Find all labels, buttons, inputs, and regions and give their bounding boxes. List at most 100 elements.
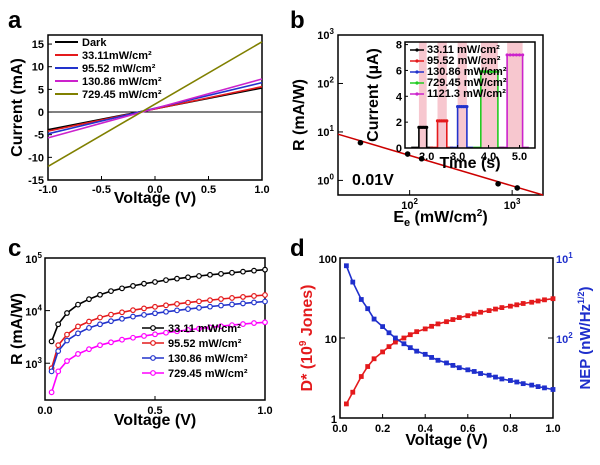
data-point — [514, 379, 520, 385]
data-point — [108, 318, 114, 325]
inset-y-axis-title: Current (µA) — [365, 48, 382, 142]
data-point — [48, 389, 55, 396]
data-point — [55, 368, 62, 375]
inset-y-tick-label: 6 — [396, 65, 402, 77]
light-on-band — [437, 42, 447, 148]
data-point — [386, 330, 392, 336]
inset-legend-label: 130.86 mW/cm² — [427, 66, 507, 78]
data-point — [174, 301, 180, 307]
data-point — [444, 319, 449, 325]
inset-x-tick-label: 3.0 — [450, 151, 465, 163]
data-point — [152, 303, 158, 310]
x-tick-label: 1.0 — [545, 423, 560, 435]
data-point — [450, 362, 456, 368]
y-tick-label: -5 — [34, 130, 44, 142]
inset-legend-marker — [415, 70, 419, 74]
fit-line — [337, 133, 544, 196]
inset-x-tick-label: 2.0 — [419, 151, 434, 163]
data-point — [435, 357, 441, 363]
data-point — [404, 151, 411, 157]
data-point — [251, 293, 257, 299]
data-point — [64, 358, 70, 364]
data-point — [350, 279, 356, 285]
inset-point — [521, 53, 525, 57]
data-point — [499, 305, 505, 310]
x-tick-label: 102 — [401, 197, 418, 212]
panel-label-a: a — [8, 7, 22, 34]
x-tick-label: 0.0 — [332, 423, 347, 435]
data-point — [240, 268, 246, 275]
data-point — [350, 389, 356, 395]
x-axis-title: Voltage (V) — [405, 432, 487, 449]
y-tick-label: 15 — [32, 39, 44, 51]
x-tick-label: 0.6 — [460, 423, 475, 435]
light-on-band — [507, 42, 523, 148]
data-point — [48, 338, 55, 345]
data-point — [435, 321, 441, 327]
inset-point — [508, 53, 512, 57]
inset-x-axis-title: Time (s) — [439, 155, 500, 172]
inset-point — [425, 125, 429, 129]
data-point — [392, 339, 398, 345]
data-point — [429, 323, 434, 329]
data-point — [535, 384, 541, 389]
data-point — [119, 315, 125, 322]
data-point — [196, 273, 202, 279]
inset-point — [517, 53, 522, 57]
data-point — [465, 367, 471, 373]
x-tick-label: 103 — [504, 197, 521, 212]
data-point — [407, 345, 413, 351]
inset-point — [465, 105, 469, 109]
data-point — [478, 309, 483, 315]
voltage-annotation: 0.01V — [352, 172, 394, 189]
data-point — [471, 369, 477, 374]
data-point — [520, 381, 526, 387]
inset-y-tick-label: 4 — [396, 91, 403, 103]
y-right-axis-title: NEP (nW/Hz1/2) — [576, 286, 594, 389]
inset-y-tick-label: 0 — [396, 143, 402, 155]
data-point — [97, 291, 103, 298]
data-point — [508, 378, 513, 383]
data-point — [152, 331, 158, 338]
y-left-axis-title: D* (109 Jones) — [298, 285, 316, 392]
panel-a: a -1.0 -0.5 0.0 0.5 1.0 -15 -10 -5 0 5 10 15 Voltage … — [8, 7, 270, 207]
data-point — [55, 348, 62, 355]
data-point — [514, 302, 520, 308]
data-point — [520, 301, 526, 306]
inset: 2.0 3.0 4.0 5.0 0 2 4 6 8 Time (s) Current (µA) 33.… — [365, 40, 536, 172]
x-tick-label: 0.4 — [418, 423, 434, 435]
data-point — [185, 306, 191, 312]
data-point — [207, 271, 213, 278]
data-point — [75, 323, 81, 330]
x-axis-title: Ee (mW/cm2) — [393, 208, 487, 229]
data-point — [152, 279, 158, 285]
data-point — [185, 299, 191, 306]
data-point — [508, 303, 513, 309]
y-tick-label: 0 — [38, 107, 44, 119]
data-point — [207, 324, 213, 331]
legend-label: 130.86 mW/cm² — [82, 76, 162, 88]
series-line — [345, 297, 554, 405]
x-axis-title: Voltage (V) — [114, 190, 196, 207]
data-point — [262, 266, 268, 273]
plot-frame — [337, 34, 544, 196]
inset-point — [514, 53, 519, 57]
data-point — [251, 320, 257, 326]
data-point — [471, 311, 477, 317]
x-tick-label: 0.8 — [503, 423, 518, 435]
data-point — [422, 326, 428, 332]
data-point — [550, 296, 556, 302]
inset-point — [496, 70, 500, 74]
data-point — [493, 306, 498, 312]
legend-label: 130.86 mW/cm² — [168, 353, 248, 365]
data-point — [486, 308, 492, 314]
light-on-band — [457, 42, 467, 148]
data-point — [380, 324, 385, 329]
inset-x-tick-label: 5.0 — [512, 151, 527, 163]
data-point — [542, 385, 547, 391]
data-point — [465, 313, 471, 319]
data-point — [130, 282, 136, 289]
data-point — [130, 307, 136, 314]
inset-point — [479, 70, 483, 74]
data-point — [218, 302, 224, 309]
